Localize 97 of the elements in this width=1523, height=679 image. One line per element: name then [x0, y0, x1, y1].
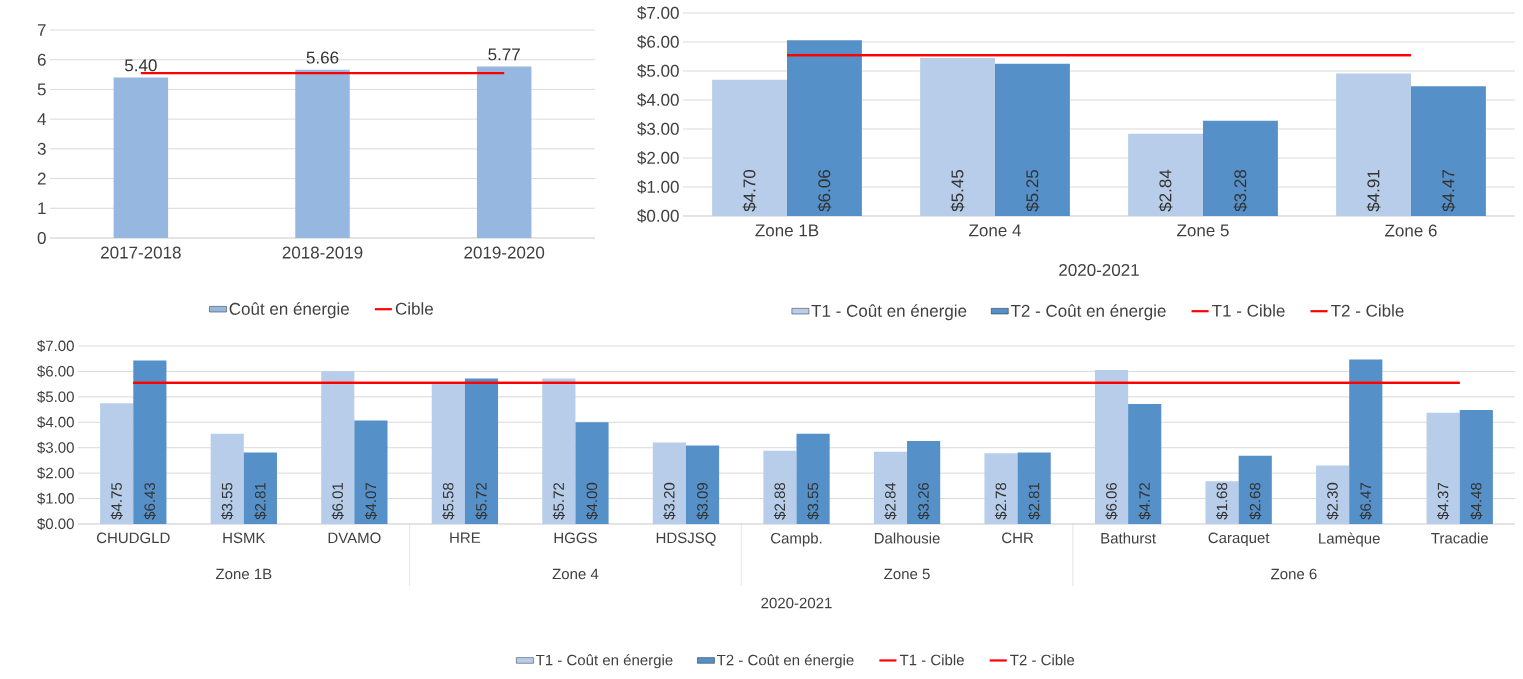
legend-label: T1 - Cible: [899, 654, 964, 666]
x-tick-label: Zone 6: [1385, 224, 1437, 237]
text: Zone 6: [1271, 568, 1317, 580]
data-label: $6.01: [331, 482, 344, 520]
data-label: 5.77: [488, 48, 520, 61]
data-label: $3.55: [221, 482, 234, 520]
x-tick-label: Dalhousie: [874, 532, 940, 544]
y-tick-label: $1.00: [637, 180, 679, 194]
data-label: $1.68: [1216, 482, 1229, 520]
data-label: $5.72: [552, 483, 565, 520]
x-tick-label: Campb.: [771, 532, 822, 547]
data-label: $2.88: [773, 482, 786, 520]
y-tick-label: 6: [37, 53, 46, 66]
data-label: $3.20: [663, 482, 676, 520]
data-label: $5.45: [950, 169, 965, 212]
x-tick-label: Tracadie: [1431, 532, 1488, 544]
legend-label: T2 - Cible: [1010, 654, 1075, 666]
data-label: $2.78: [994, 482, 1008, 520]
legend-label: T1 - Coût en énergie: [811, 304, 967, 321]
data-label: $2.81: [1028, 482, 1041, 520]
x-tick-label: CHUDGLD: [96, 532, 170, 544]
legend-label: Cible: [395, 302, 433, 315]
x-tick-label: Lamèque: [1319, 532, 1380, 547]
data-label: $2.30: [1326, 482, 1339, 520]
y-tick-label: 3: [37, 142, 46, 155]
text: Zone 1B: [215, 568, 272, 580]
y-tick-label: 5: [37, 83, 46, 96]
x-tick-label: Caraquet: [1208, 532, 1270, 547]
data-label: $4.07: [364, 483, 377, 520]
x-tick-label: HDSJSQ: [656, 532, 716, 546]
data-label: $4.75: [110, 482, 123, 520]
y-tick-label: 4: [37, 113, 46, 125]
legend-label: Coût en énergie: [229, 302, 349, 319]
x-tick-label: Zone 5: [1177, 224, 1229, 237]
data-label: $6.06: [1105, 482, 1118, 520]
data-label: $2.84: [884, 482, 897, 520]
y-tick-label: $2.00: [37, 467, 74, 480]
y-tick-label: $7.00: [37, 339, 74, 353]
data-label: 5.66: [306, 51, 339, 64]
x-tick-label: 2018-2019: [282, 246, 363, 259]
text: Zone 5: [884, 568, 930, 580]
data-label: $4.91: [1366, 170, 1381, 212]
data-label: $6.06: [817, 170, 832, 212]
y-tick-label: $5.00: [637, 64, 679, 78]
data-label: $2.84: [1158, 169, 1173, 212]
data-label: $4.70: [742, 169, 757, 212]
data-label: $3.28: [1233, 169, 1248, 212]
y-tick-label: $6.00: [637, 35, 679, 49]
y-tick-label: $3.00: [37, 441, 74, 454]
y-tick-label: 7: [37, 24, 46, 36]
legend-label: T2 - Coût en énergie: [717, 654, 854, 669]
y-tick-label: $1.00: [37, 492, 74, 505]
data-label: $6.47: [1359, 483, 1372, 520]
data-label: $4.37: [1437, 483, 1450, 520]
y-tick-label: 0: [37, 231, 46, 245]
text: Zone 4: [552, 568, 599, 580]
legend-label: T1 - Coût en énergie: [535, 654, 673, 669]
data-label: $4.00: [585, 482, 599, 520]
data-label: $3.09: [696, 482, 709, 520]
y-tick-label: $4.00: [637, 93, 679, 107]
x-axis-title: 2020-2021: [761, 597, 832, 609]
data-label: $4.72: [1138, 483, 1151, 520]
y-tick-label: $6.00: [37, 365, 74, 378]
x-tick-label: HRE: [450, 532, 481, 543]
y-tick-label: $0.00: [637, 209, 679, 223]
x-tick-label: CHR: [1002, 532, 1034, 544]
y-tick-label: $4.00: [37, 416, 74, 429]
x-tick-label: Bathurst: [1101, 532, 1156, 544]
y-tick-label: 2: [37, 172, 46, 185]
data-label: 5.40: [124, 59, 157, 72]
data-label: $4.48: [1470, 482, 1483, 520]
legend-label: T2 - Cible: [1331, 304, 1404, 317]
data-label: $2.81: [254, 482, 267, 520]
data-label: $5.25: [1025, 169, 1040, 212]
x-tick-label: HSMK: [223, 532, 266, 544]
y-tick-label: $2.00: [637, 151, 679, 165]
x-tick-label: HGGS: [554, 532, 597, 544]
data-label: $3.55: [807, 482, 820, 520]
legend-label: T1 - Cible: [1212, 304, 1285, 317]
x-tick-label: 2017-2018: [101, 246, 181, 259]
data-label: $5.72: [475, 483, 488, 520]
y-tick-label: $3.00: [637, 122, 679, 136]
data-label: $6.43: [143, 482, 156, 520]
data-label: $2.68: [1249, 482, 1262, 520]
legend-label: T2 - Coût en énergie: [1010, 304, 1166, 321]
data-label: $3.26: [917, 482, 930, 520]
y-tick-label: 1: [38, 202, 46, 215]
x-axis-title: 2020-2021: [1059, 263, 1139, 277]
x-tick-label: 2019-2020: [464, 246, 545, 259]
y-tick-label: $7.00: [637, 6, 679, 20]
x-tick-label: DVAMO: [328, 532, 381, 544]
y-tick-label: $5.00: [37, 390, 74, 403]
x-tick-label: Zone 1B: [755, 224, 819, 237]
x-tick-label: Zone 4: [969, 224, 1021, 237]
y-tick-label: $0.00: [37, 517, 74, 531]
data-label: $5.58: [442, 482, 455, 520]
data-label: $4.47: [1441, 170, 1456, 212]
